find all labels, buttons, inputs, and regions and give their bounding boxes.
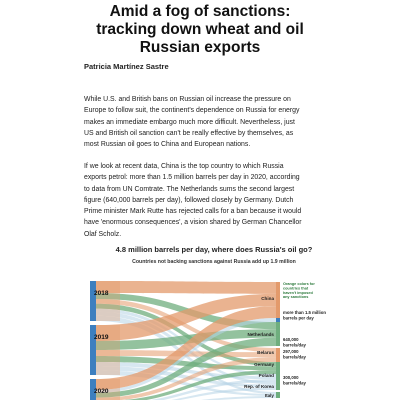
source-band bbox=[96, 379, 120, 400]
sankey-flow bbox=[96, 303, 276, 367]
target-annotation: 640,000 bbox=[283, 337, 299, 342]
sankey-flow bbox=[171, 387, 276, 400]
legend-note: Orange colors for bbox=[283, 282, 315, 286]
source-label: 2018 bbox=[94, 290, 109, 297]
paragraph-line: If we look at recent data, China is the … bbox=[84, 163, 284, 170]
target-node bbox=[276, 392, 280, 398]
paragraph-line: Prime minister Mark Rutte has rejected c… bbox=[84, 208, 302, 216]
target-node bbox=[276, 362, 280, 374]
sankey-flow bbox=[96, 318, 276, 393]
target-annotation: 297,000 bbox=[283, 349, 299, 354]
target-node bbox=[276, 322, 280, 346]
article-title: Amid a fog of sanctions: tracking down w… bbox=[60, 3, 340, 57]
paragraph-2: If we look at recent data, China is the … bbox=[84, 161, 324, 240]
target-label: Netherlands bbox=[247, 332, 274, 337]
sankey-flow bbox=[123, 370, 276, 400]
sankey-flow bbox=[96, 299, 276, 353]
target-annotation: barrels per day bbox=[283, 315, 314, 320]
paragraph-line: While U.S. and British bans on Russian o… bbox=[84, 96, 291, 103]
sankey-flow bbox=[151, 379, 276, 400]
legend-note: any sanctions bbox=[283, 295, 308, 299]
target-annotation: barrels/day bbox=[283, 342, 307, 347]
target-annotation: more than 1.5 million bbox=[283, 310, 326, 315]
paragraph-line: Olaf Scholz. bbox=[84, 230, 122, 238]
sankey-flow bbox=[96, 356, 276, 371]
sankey-flow bbox=[96, 293, 276, 341]
source-band bbox=[96, 325, 120, 375]
author-byline: Patricia Martínez Sastre bbox=[84, 62, 169, 71]
target-node bbox=[276, 282, 280, 318]
chart-title: 4.8 million barrels per day, where does … bbox=[115, 245, 313, 254]
target-node bbox=[276, 374, 280, 382]
article-title-line: Amid a fog of sanctions: bbox=[109, 3, 291, 20]
source-node bbox=[90, 379, 96, 400]
target-node bbox=[276, 318, 280, 322]
paragraph-line: most Russian oil goes to China and Europ… bbox=[84, 141, 251, 149]
chart-subtitle: Countries not backing sanctions against … bbox=[132, 259, 296, 265]
source-node bbox=[90, 325, 96, 375]
paragraph-1: While U.S. and British bans on Russian o… bbox=[84, 94, 324, 150]
source-node bbox=[90, 281, 96, 321]
target-label: Rep. of Korea bbox=[244, 384, 274, 389]
paragraph-line: Europe to follow suit, the continent's d… bbox=[84, 107, 300, 115]
sankey-flow bbox=[96, 337, 276, 398]
sankey-flow bbox=[96, 357, 276, 400]
paragraph-line: exports petrol: more than 1.5 million ba… bbox=[84, 174, 300, 182]
source-label: 2019 bbox=[94, 334, 109, 341]
target-label: Germany bbox=[254, 362, 274, 367]
target-annotation: barrels/day bbox=[283, 354, 307, 359]
paragraph-line: US and British oil sanction can't be rea… bbox=[84, 129, 294, 137]
article-title-line: Russian exports bbox=[139, 39, 261, 56]
sankey-flows bbox=[96, 281, 276, 400]
paragraph-line: figure (640,000 barrels per day), follow… bbox=[84, 196, 294, 204]
sankey-flow bbox=[201, 396, 276, 400]
source-band bbox=[96, 281, 120, 321]
target-label: Italy bbox=[265, 393, 275, 398]
legend-note: haven't imposed bbox=[283, 291, 313, 295]
target-label: Poland bbox=[259, 373, 275, 378]
paragraph-line: to data from UN Comtrate. The Netherland… bbox=[84, 185, 295, 193]
target-label: Belarus bbox=[257, 350, 274, 355]
target-label: China bbox=[261, 296, 274, 301]
sankey-flow bbox=[96, 281, 276, 294]
target-node bbox=[276, 348, 280, 362]
target-annotation: 300,000 bbox=[283, 375, 299, 380]
legend-note: countries that bbox=[283, 286, 309, 290]
sankey-flow bbox=[96, 329, 276, 350]
paragraph-line: have 'enormous consequences', a vision s… bbox=[84, 219, 302, 227]
paragraph-line: makes an immediate embargo much more dif… bbox=[84, 118, 295, 126]
target-node bbox=[276, 382, 280, 390]
sankey-nodes bbox=[90, 281, 280, 400]
target-annotation: barrels/day bbox=[283, 380, 307, 385]
source-label: 2020 bbox=[94, 388, 109, 395]
sankey-flow bbox=[96, 306, 276, 390]
article-title-line: tracking down wheat and oil bbox=[96, 21, 304, 38]
